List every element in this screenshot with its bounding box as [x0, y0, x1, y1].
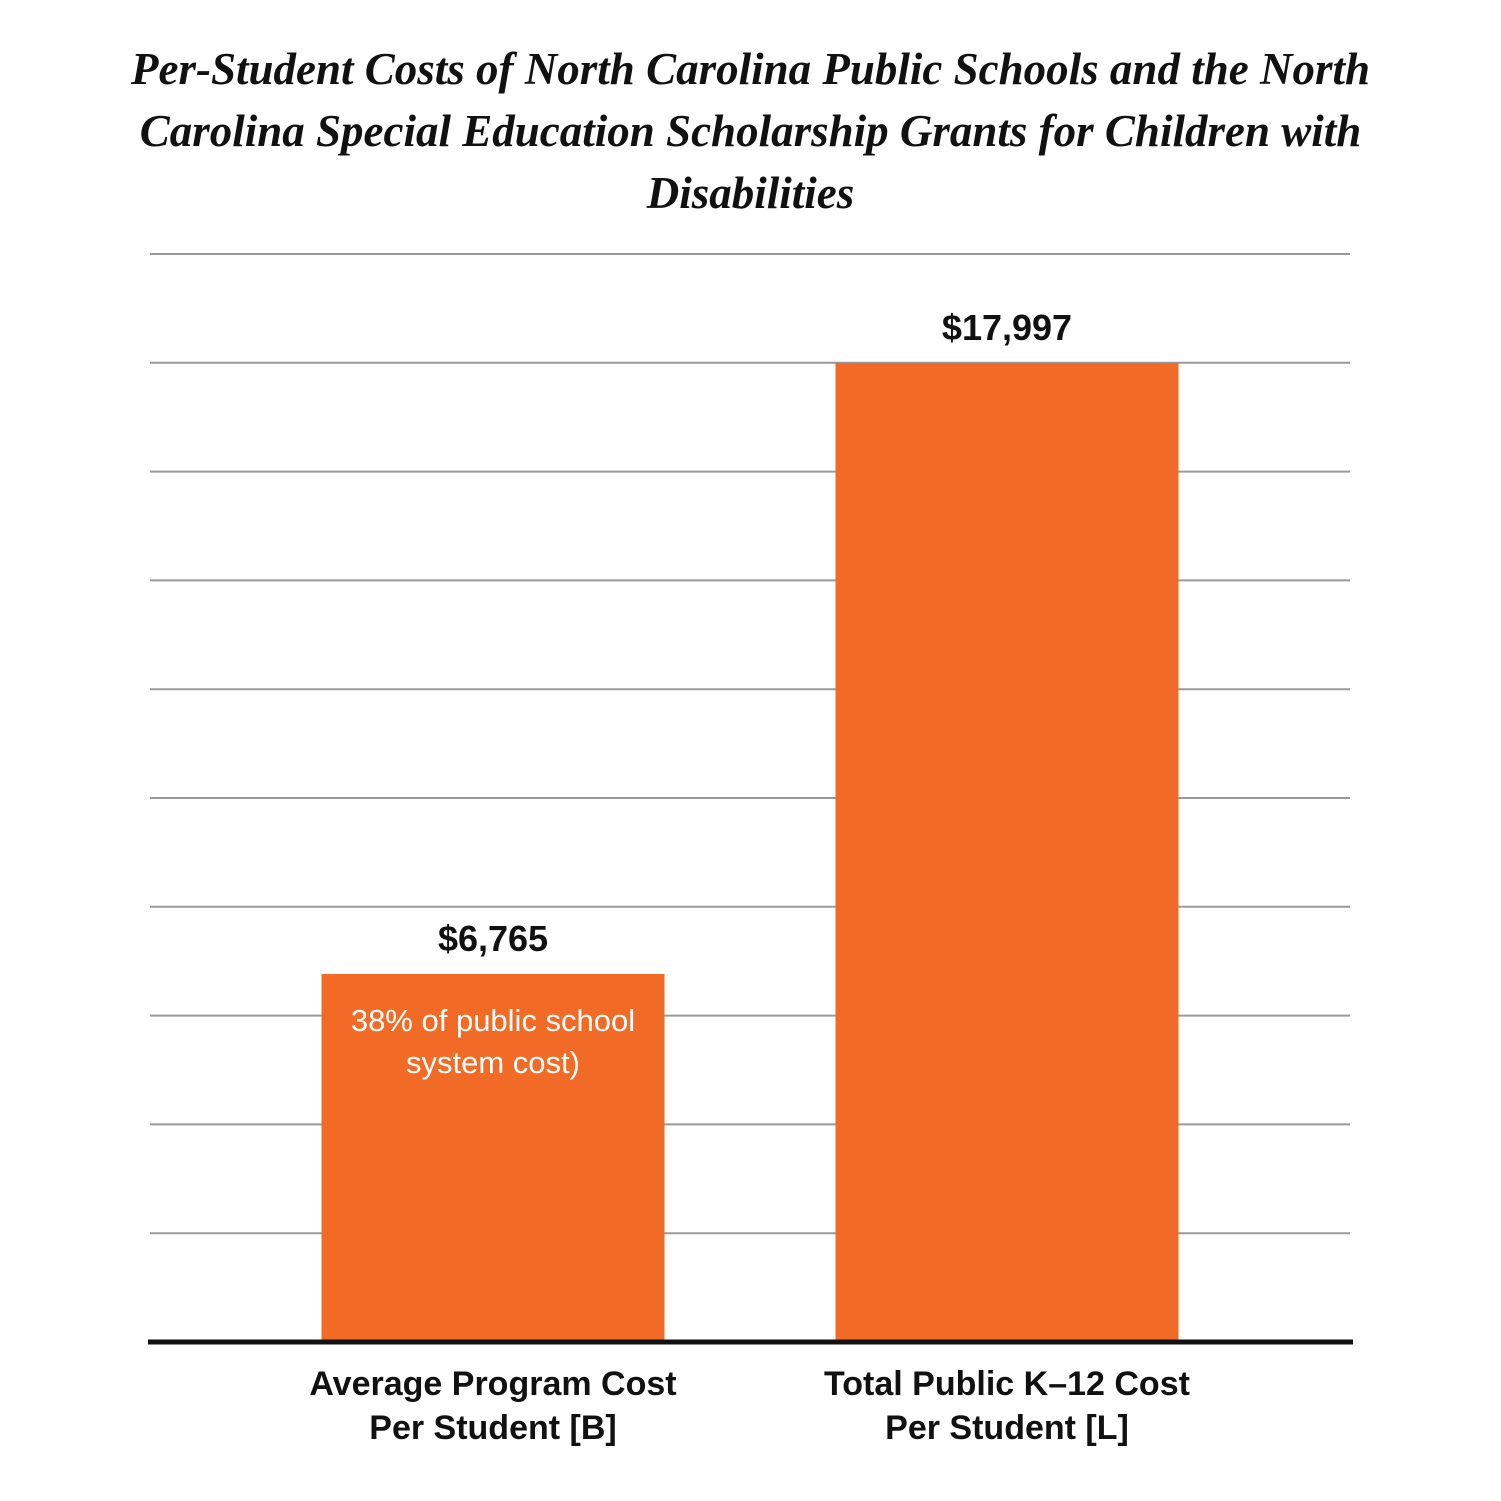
value-label: $17,997 [941, 306, 1073, 348]
chart-title: Per-Student Costs of North Carolina Publ… [131, 44, 1370, 218]
bar [835, 362, 1179, 1342]
x-tick-label: Total Public K–12 Cost Per Student [L] [824, 1365, 1190, 1447]
annotation: 38% of public school system cost) [350, 1002, 636, 1080]
bar [321, 973, 665, 1342]
x-tick-label: Average Program Cost Per Student [B] [309, 1365, 677, 1447]
value-label: $6,765 [437, 917, 549, 959]
